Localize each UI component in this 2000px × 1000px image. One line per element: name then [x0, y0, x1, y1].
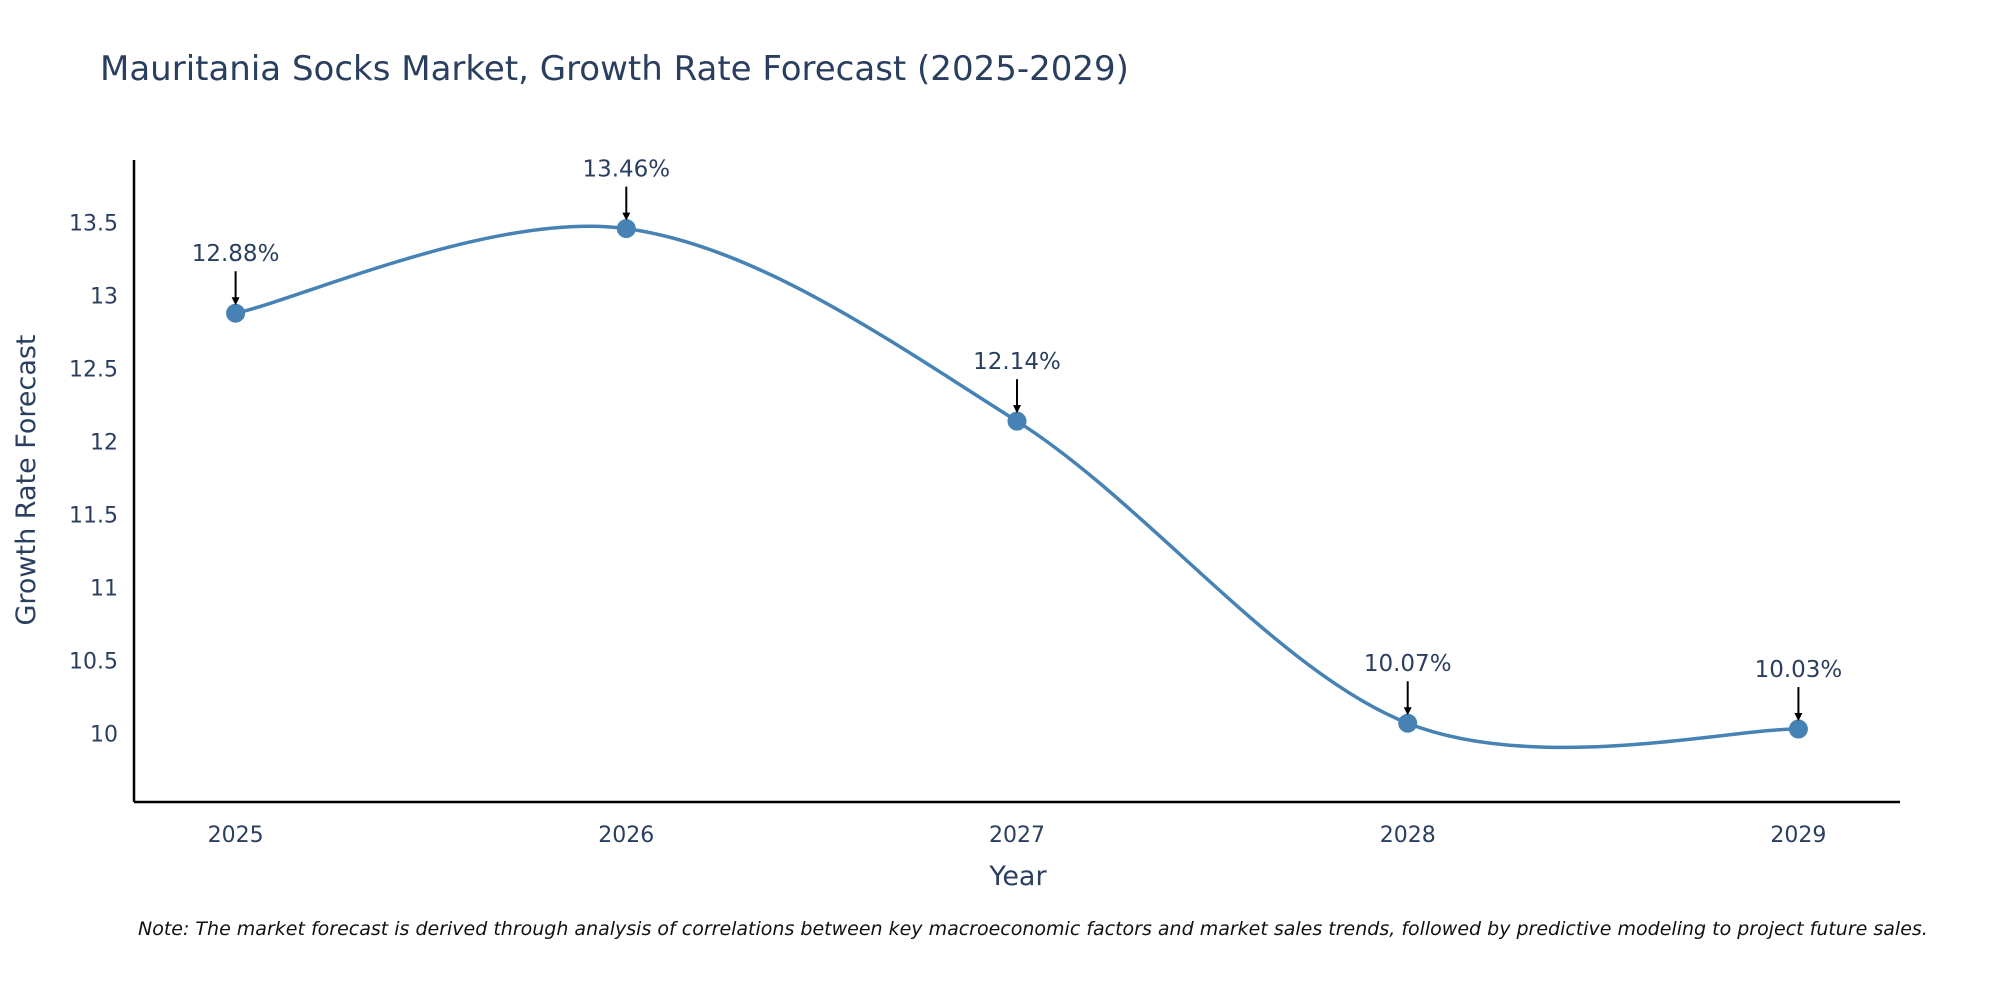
- y-axis-title: Growth Rate Forecast: [11, 334, 42, 625]
- data-point-2029: [1788, 719, 1808, 739]
- x-tick-label: 2028: [1380, 823, 1436, 848]
- data-labels: 12.88% 13.46% 12.14% 10.07% 10.03%: [192, 157, 1843, 722]
- data-point-2025: [226, 303, 246, 323]
- x-tick-label: 2029: [1770, 823, 1826, 848]
- y-tick-label: 10.5: [69, 649, 118, 674]
- data-point-2028: [1398, 713, 1418, 733]
- chart-title: Mauritania Socks Market, Growth Rate For…: [100, 49, 1129, 89]
- y-tick-label: 13: [90, 285, 118, 310]
- x-axis-title: Year: [988, 861, 1047, 892]
- x-axis-ticks: 2025 2026 2027 2028 2029: [208, 823, 1827, 848]
- x-tick-label: 2027: [989, 823, 1045, 848]
- data-point-2026: [616, 219, 636, 239]
- y-tick-label: 11: [90, 577, 118, 602]
- data-point-2027: [1007, 411, 1027, 431]
- series-markers: [226, 219, 1808, 739]
- data-label-2026: 13.46%: [582, 157, 670, 183]
- data-label-2029: 10.03%: [1755, 657, 1843, 683]
- data-label-2025: 12.88%: [192, 241, 280, 267]
- data-label-2028: 10.07%: [1364, 651, 1452, 677]
- y-tick-label: 11.5: [69, 504, 118, 529]
- footnote: Note: The market forecast is derived thr…: [138, 918, 1928, 940]
- series-line: [235, 224, 1799, 750]
- x-tick-label: 2026: [598, 823, 654, 848]
- y-tick-label: 12.5: [69, 358, 118, 383]
- x-tick-label: 2025: [208, 823, 264, 848]
- y-tick-label: 12: [90, 431, 118, 456]
- y-tick-label: 13.5: [69, 212, 118, 237]
- y-tick-label: 10: [90, 722, 118, 747]
- data-label-2027: 12.14%: [973, 349, 1061, 375]
- y-axis-ticks: 10 10.5 11 11.5 12 12.5 13 13.5: [69, 212, 118, 748]
